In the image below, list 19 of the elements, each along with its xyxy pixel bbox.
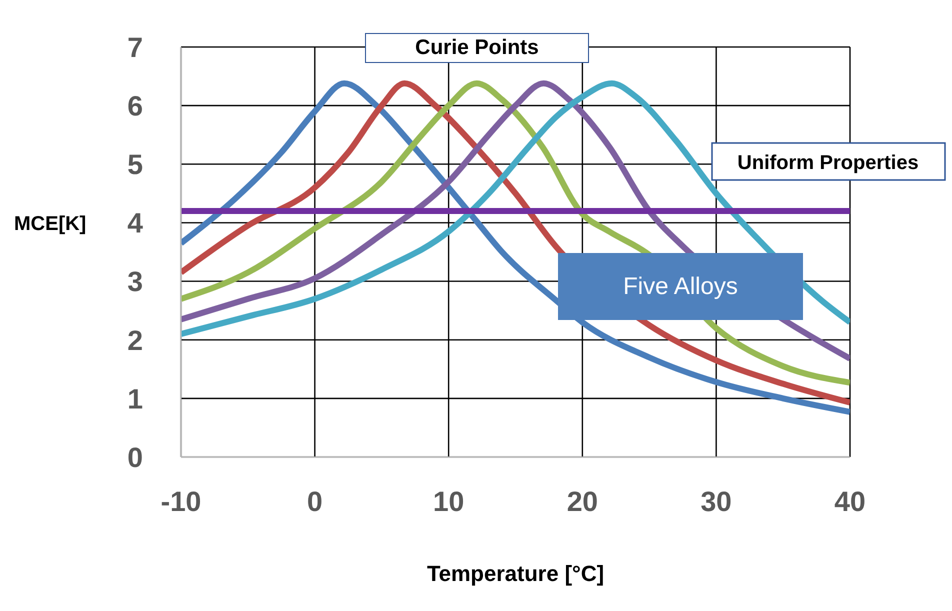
y-tick-label: 0 (127, 442, 143, 473)
y-tick-label: 7 (127, 32, 143, 63)
x-tick-label: 10 (433, 486, 464, 517)
y-tick-label: 3 (127, 266, 143, 298)
y-axis-title: MCE[K] (14, 213, 86, 236)
x-tick-label: -10 (160, 486, 202, 517)
x-axis-title: Temperature [°C] (426, 561, 604, 586)
ref-line-label: Uniform Properties (737, 152, 919, 174)
x-tick-label: 20 (566, 486, 598, 517)
y-tick-label: 1 (127, 383, 143, 414)
x-tick-label: 0 (307, 486, 323, 517)
y-tick-label: 2 (127, 324, 143, 356)
x-tick-label: 40 (834, 486, 866, 517)
text-box: Five Alloys (558, 253, 803, 320)
y-tick-label: 4 (127, 208, 144, 239)
text-box: Curie Points (365, 33, 589, 63)
x-tick-label: 30 (700, 486, 732, 517)
y-tick-label: 5 (127, 149, 143, 180)
y-tick-label: 6 (127, 90, 143, 122)
